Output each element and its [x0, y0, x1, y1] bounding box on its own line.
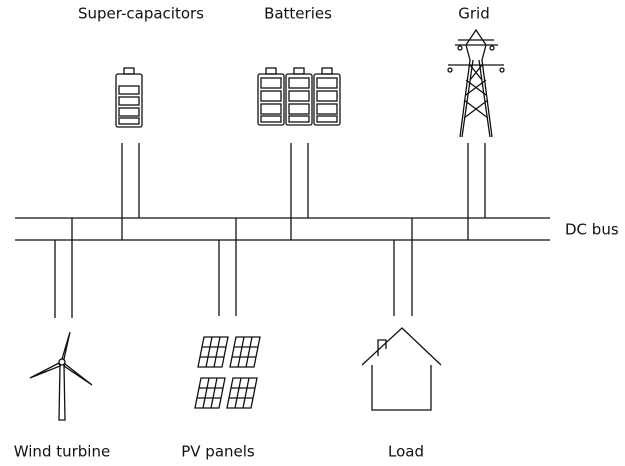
supercap-icon — [115, 67, 143, 128]
load-label: Wind turbine — [14, 443, 110, 461]
batteries-icon — [257, 67, 341, 126]
bus-label: DC bus — [565, 221, 619, 239]
load-label: Load — [388, 443, 424, 461]
pv-panels-icon — [194, 336, 261, 409]
source-label: Batteries — [264, 5, 332, 23]
wind-turbine-icon — [29, 331, 93, 421]
source-label: Super-capacitors — [78, 5, 204, 23]
bus-lines — [15, 143, 550, 318]
house-icon — [361, 327, 442, 411]
grid-tower-icon — [447, 28, 505, 138]
source-label: Grid — [458, 5, 489, 23]
load-label: PV panels — [181, 443, 255, 461]
